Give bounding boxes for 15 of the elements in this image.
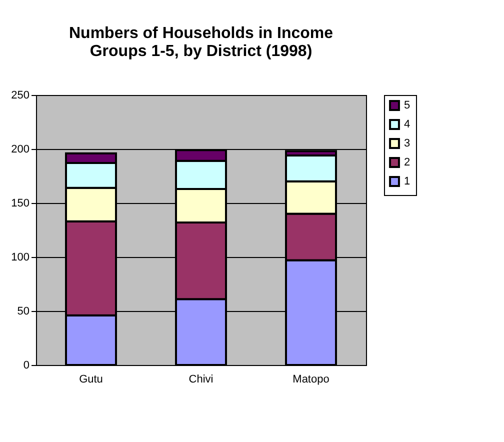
x-tick-label: Chivi xyxy=(188,374,214,386)
chart-title: Numbers of Households in Income Groups 1-5, by District (1998) xyxy=(68,25,334,60)
y-tick-label: 100 xyxy=(11,252,30,264)
x-tick-label: Gutu xyxy=(79,374,103,386)
y-tick-label: 150 xyxy=(11,198,30,210)
legend-label: 5 xyxy=(404,100,410,112)
legend-label: 1 xyxy=(404,176,410,188)
legend-label: 3 xyxy=(404,138,410,150)
y-tick-label: 0 xyxy=(23,360,30,372)
x-tick-label: Matopo xyxy=(292,374,330,386)
legend-label: 4 xyxy=(404,118,410,130)
legend-label: 2 xyxy=(404,156,410,168)
y-tick-label: 250 xyxy=(11,90,30,102)
y-tick-label: 200 xyxy=(11,144,30,156)
y-tick-label: 50 xyxy=(17,306,30,318)
